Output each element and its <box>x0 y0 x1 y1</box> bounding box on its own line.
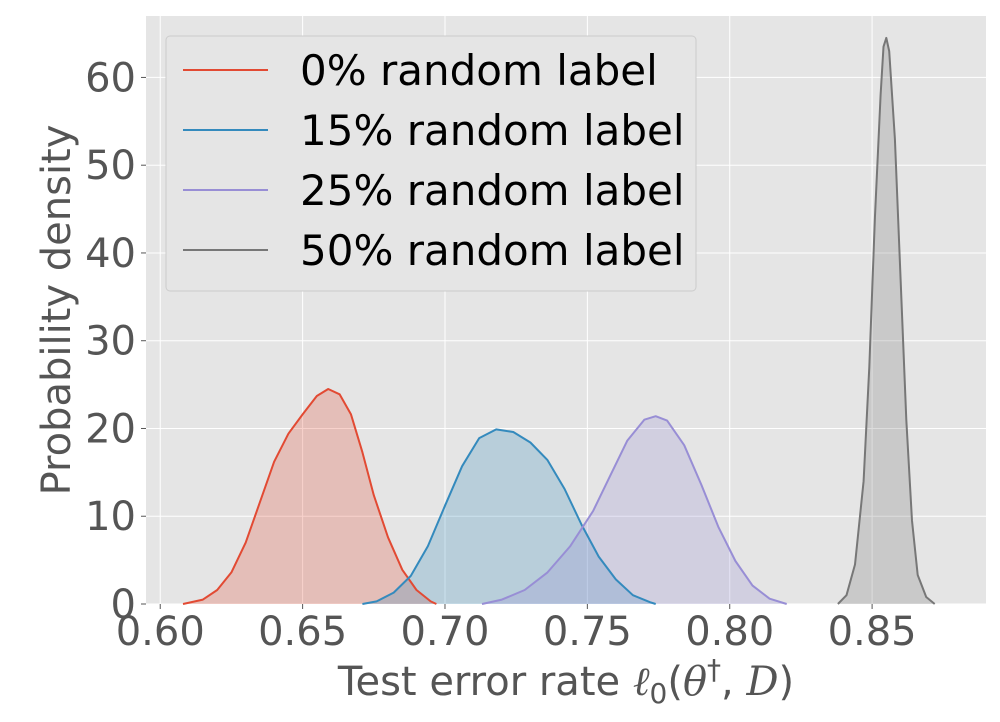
x-tick-label: 0.65 <box>258 609 347 655</box>
y-tick-label: 30 <box>85 319 136 365</box>
series-line-2 <box>481 415 787 605</box>
series-area-2 <box>482 416 787 604</box>
series-area-0 <box>183 389 437 604</box>
legend-label-3: 50% random label <box>300 226 685 275</box>
y-tick-label: 0 <box>111 582 136 628</box>
legend-box <box>165 35 697 292</box>
legend-label-1: 15% random label <box>300 106 685 155</box>
legend-label-0: 0% random label <box>300 46 658 95</box>
series-area-1 <box>362 429 656 604</box>
x-axis-ticks: 0.60 0.65 0.70 0.75 0.80 0.85 <box>116 604 917 655</box>
legend: 0% random label 15% random label 25% rando… <box>165 35 697 292</box>
x-tick-label: 0.60 <box>116 609 205 655</box>
y-tick-label: 20 <box>85 406 136 452</box>
y-tick-label: 40 <box>85 231 136 277</box>
x-axis-label: Test error rate ℓ0(θ†, D) <box>337 653 794 710</box>
series-line-0 <box>182 388 437 605</box>
x-tick-label: 0.70 <box>400 609 489 655</box>
series-line-3 <box>837 36 936 605</box>
series-area-3 <box>837 37 935 604</box>
legend-label-2: 25% random label <box>300 166 685 215</box>
x-tick-label: 0.75 <box>543 609 632 655</box>
series-lines <box>182 36 936 605</box>
y-axis-ticks: 0 10 20 30 40 50 60 <box>85 55 146 628</box>
y-axis-label: Probability density <box>34 125 80 496</box>
y-tick-label: 10 <box>85 494 136 540</box>
series-areas <box>183 37 935 604</box>
x-tick-label: 0.80 <box>685 609 774 655</box>
y-tick-label: 60 <box>85 55 136 101</box>
x-tick-label: 0.85 <box>828 609 917 655</box>
y-tick-label: 50 <box>85 143 136 189</box>
series-line-1 <box>362 428 657 605</box>
